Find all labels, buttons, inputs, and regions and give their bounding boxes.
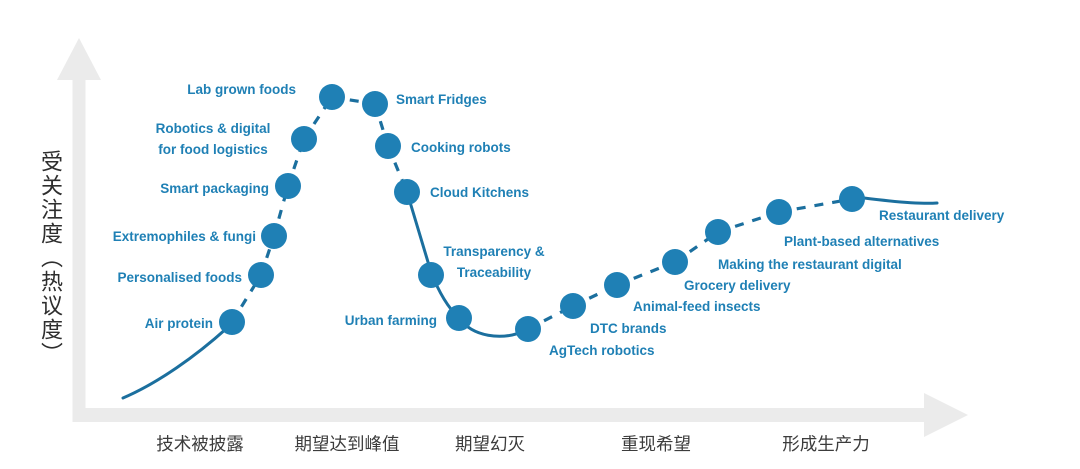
item-label: Transparency & Traceability: [443, 244, 545, 280]
item-dot: [662, 249, 688, 275]
item-labels: Air protein Personalised foods Extremophil…: [113, 82, 1005, 358]
item-label: Lab grown foods: [187, 82, 296, 97]
y-axis-arrowhead-icon: [57, 38, 101, 80]
x-axis-phase-label: 期望达到峰值: [295, 434, 400, 454]
item-dot: [291, 126, 317, 152]
item-label: Plant-based alternatives: [784, 234, 939, 249]
item-dot: [275, 173, 301, 199]
item-dot: [839, 186, 865, 212]
axes: [57, 38, 968, 437]
item-label: Smart packaging: [160, 181, 269, 196]
x-axis-phase-label: 期望幻灭: [455, 434, 525, 454]
item-label: Extremophiles & fungi: [113, 229, 256, 244]
x-axis-phase-label: 重现希望: [621, 434, 691, 454]
item-dot: [394, 179, 420, 205]
item-label: Air protein: [145, 316, 213, 331]
x-axis-phase-label: 技术被披露: [156, 434, 244, 454]
item-label: Smart Fridges: [396, 92, 487, 107]
item-dots: [219, 84, 865, 342]
item-dot: [375, 133, 401, 159]
item-dot: [560, 293, 586, 319]
item-label: Cloud Kitchens: [430, 185, 529, 200]
item-label: DTC brands: [590, 321, 667, 336]
item-dot: [248, 262, 274, 288]
item-dot: [766, 199, 792, 225]
item-dot: [362, 91, 388, 117]
x-axis-bar: [72, 408, 925, 422]
item-label: Robotics & digital for food logistics: [156, 121, 271, 157]
x-axis-phase-label: 形成生产力: [782, 434, 870, 454]
curve-solid-segment-end: [862, 196, 939, 205]
x-axis-phase-labels: 技术被披露 期望达到峰值 期望幻灭 重现希望 形成生产力: [156, 434, 870, 454]
curve-solid-segment-start: [121, 326, 229, 400]
item-label: Animal-feed insects: [633, 299, 761, 314]
item-label: AgTech robotics: [549, 343, 655, 358]
item-label: Making the restaurant digital: [718, 257, 902, 272]
item-dot: [261, 223, 287, 249]
item-dot: [446, 305, 472, 331]
item-dot: [705, 219, 731, 245]
item-dot: [515, 316, 541, 342]
item-dot: [418, 262, 444, 288]
y-axis-bar: [72, 66, 86, 416]
item-label: Grocery delivery: [684, 278, 791, 293]
item-label: Cooking robots: [411, 140, 511, 155]
item-label: Restaurant delivery: [879, 208, 1005, 223]
x-axis-arrowhead-icon: [924, 393, 968, 437]
item-dot: [219, 309, 245, 335]
item-label: Personalised foods: [117, 270, 242, 285]
y-axis-label: 受关注度（热议度）: [38, 150, 63, 366]
item-dot: [319, 84, 345, 110]
item-dot: [604, 272, 630, 298]
item-label: Urban farming: [345, 313, 437, 328]
